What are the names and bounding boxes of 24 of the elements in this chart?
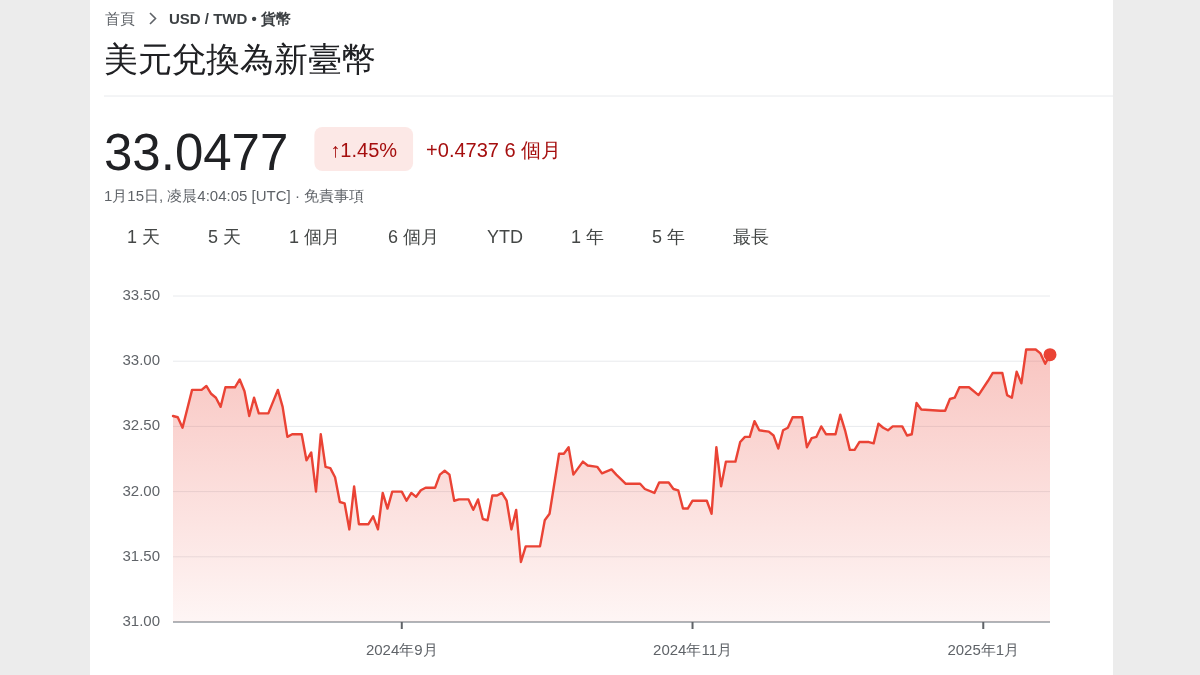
change-label: +0.4737 6 個月	[426, 139, 562, 161]
xtick-label: 2025年1月	[947, 641, 1020, 658]
xtick-label: 2024年11月	[653, 641, 732, 658]
tab-label: 1 年	[571, 227, 605, 247]
tab-label: 1 個月	[289, 227, 341, 247]
tab-label: YTD	[487, 227, 524, 247]
ytick-label: 31.00	[122, 611, 160, 629]
title: 美元兌換為新臺幣	[104, 40, 376, 78]
tab-label: 1 天	[127, 227, 160, 247]
ytick-label: 32.50	[122, 416, 160, 434]
ytick-label: 32.00	[122, 481, 160, 499]
tab-label: 6 個月	[388, 227, 440, 247]
breadcrumb: USD / TWD • 貨幣	[169, 10, 291, 27]
breadcrumb: 首頁	[105, 10, 135, 27]
xtick-label: 2024年9月	[365, 641, 438, 658]
ytick-label: 33.50	[122, 285, 160, 303]
subtitle: 33.0477	[104, 124, 289, 181]
tab-label: 5 年	[652, 227, 686, 247]
change-percent-label: ↑1.45%	[330, 139, 398, 161]
tab-label: 最長	[733, 227, 770, 247]
timestamp-label: 1月15日, 凌晨4:04:05 [UTC] · 免責事項	[104, 187, 365, 204]
ytick-label: 33.00	[122, 351, 160, 369]
tab-label: 5 天	[208, 227, 242, 247]
ytick-label: 31.50	[122, 546, 160, 564]
